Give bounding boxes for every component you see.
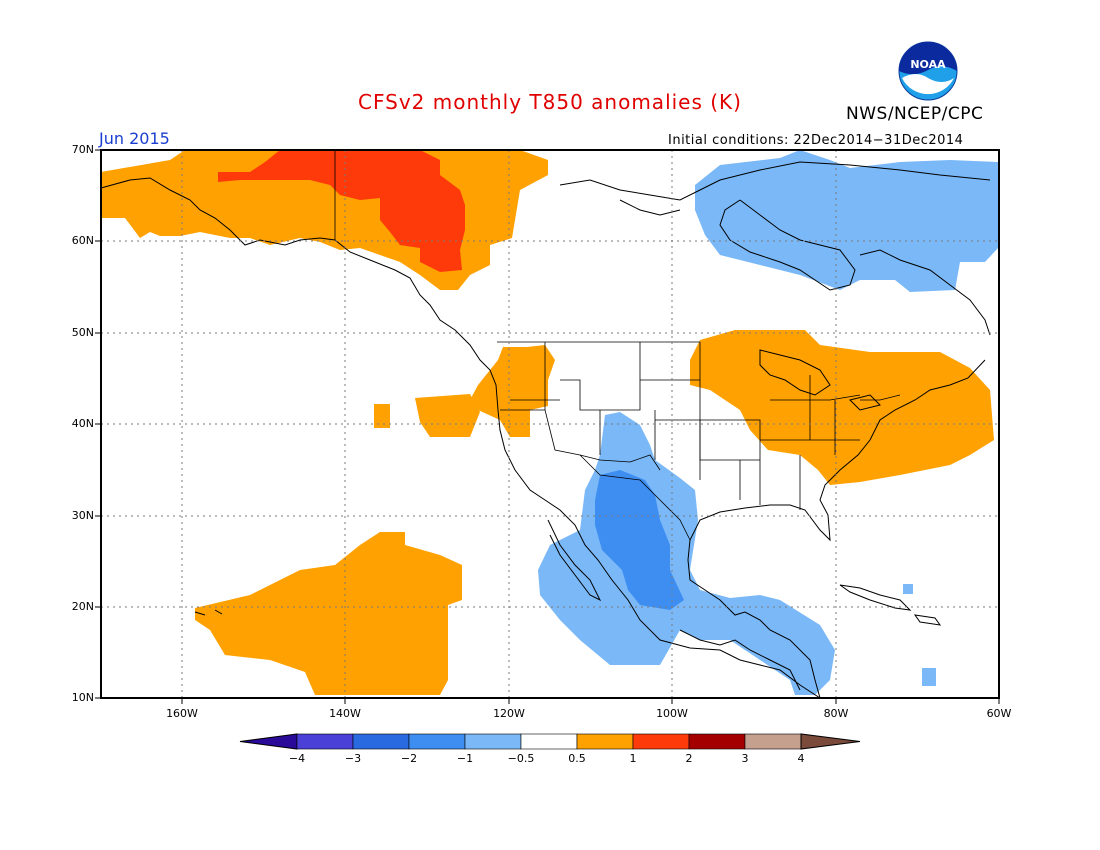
logo-text: NOAA bbox=[910, 58, 946, 71]
gridlines bbox=[101, 150, 999, 698]
lat-label-20n: 20N bbox=[71, 600, 94, 613]
colorbar-swatch bbox=[464, 733, 522, 750]
colorbar-arrow-low bbox=[239, 733, 298, 750]
month-label: Jun 2015 bbox=[99, 129, 170, 148]
colorbar-label: −3 bbox=[344, 752, 362, 765]
colorbar-swatch bbox=[520, 733, 578, 750]
lon-label-60w: 60W bbox=[986, 707, 1012, 720]
colorbar-label: 1 bbox=[629, 752, 637, 765]
colorbar-swatch bbox=[744, 733, 802, 750]
anomaly-region-canada-cool bbox=[695, 150, 998, 292]
colorbar-label: −0.5 bbox=[507, 752, 535, 765]
coastlines bbox=[100, 161, 991, 699]
colorbar-swatch bbox=[408, 733, 466, 750]
lon-label-160w: 160W bbox=[166, 707, 198, 720]
initial-conditions-label: Initial conditions: 22Dec2014−31Dec2014 bbox=[668, 133, 964, 148]
agency-label: NWS/NCEP/CPC bbox=[846, 104, 984, 124]
lon-label-140w: 140W bbox=[329, 707, 361, 720]
colorbar-label: 2 bbox=[685, 752, 693, 765]
colorbar-label: −2 bbox=[400, 752, 418, 765]
lat-label-70n: 70N bbox=[71, 143, 94, 156]
colorbar-swatch bbox=[352, 733, 410, 750]
lon-label-120w: 120W bbox=[493, 707, 525, 720]
colorbar-swatch bbox=[296, 733, 354, 750]
axis-ticks bbox=[95, 149, 1000, 704]
anomaly-region-cuba-cool bbox=[903, 584, 936, 686]
colorbar-arrow-high bbox=[800, 733, 861, 750]
colorbar-swatch bbox=[632, 733, 690, 750]
lat-label-50n: 50N bbox=[71, 326, 94, 339]
lat-label-30n: 30N bbox=[71, 509, 94, 522]
colorbar-label: 0.5 bbox=[568, 752, 586, 765]
anomaly-region-mexico-cold bbox=[595, 470, 684, 610]
lat-label-40n: 40N bbox=[71, 417, 94, 430]
colorbar-label: 4 bbox=[797, 752, 805, 765]
colorbar-label: −4 bbox=[288, 752, 306, 765]
colorbar-label: 3 bbox=[741, 752, 749, 765]
noaa-logo-icon: NOAA bbox=[898, 41, 958, 101]
chart-title: CFSv2 monthly T850 anomalies (K) bbox=[358, 90, 742, 114]
anomaly-region-northwest-warm bbox=[374, 345, 555, 437]
anomaly-region-pacific-warm bbox=[195, 532, 462, 695]
colorbar-swatch bbox=[688, 733, 746, 750]
lon-label-100w: 100W bbox=[656, 707, 688, 720]
anomaly-region-yukon-hot bbox=[218, 150, 465, 272]
colorbar-swatch bbox=[576, 733, 634, 750]
lat-label-10n: 10N bbox=[71, 691, 94, 704]
colorbar-label: −1 bbox=[456, 752, 474, 765]
political-borders bbox=[334, 150, 901, 541]
lon-label-80w: 80W bbox=[823, 707, 849, 720]
lat-label-60n: 60N bbox=[71, 234, 94, 247]
anomaly-region-east-warm bbox=[690, 330, 994, 485]
